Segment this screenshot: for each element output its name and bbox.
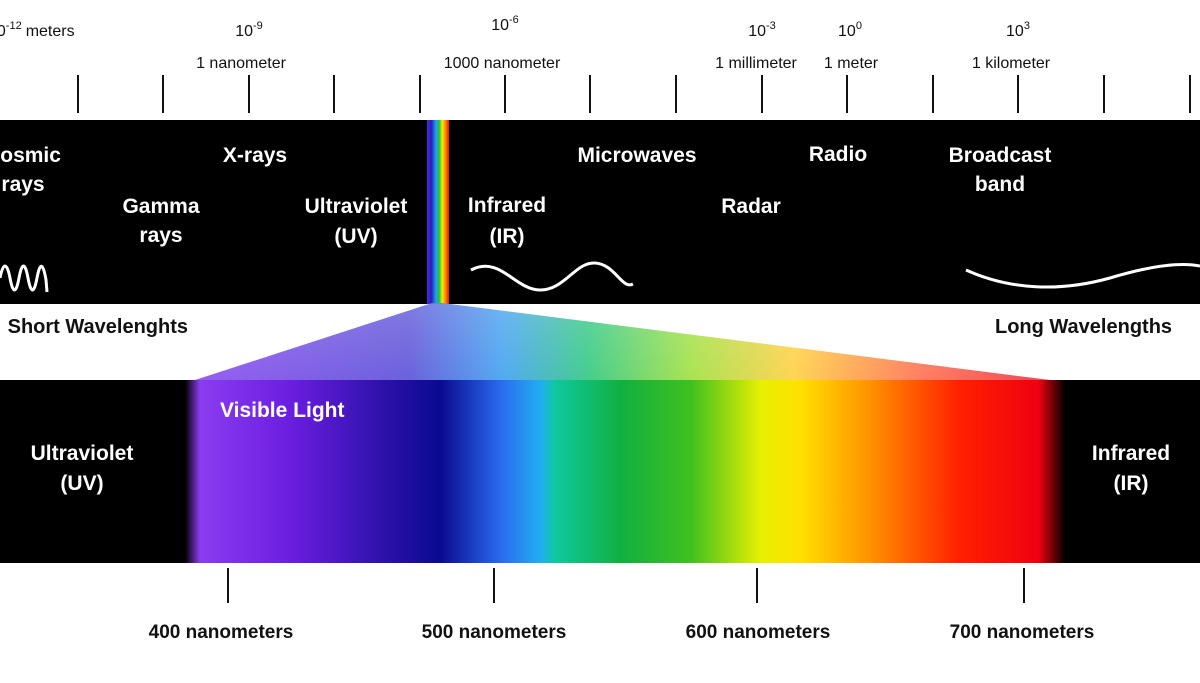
visible-strip [427,120,449,304]
label-line: Infrared [468,194,546,217]
power-base: 10 [1006,23,1024,40]
power-label: 10-3 [748,20,776,40]
power-base: 10 [0,23,6,40]
band-label: Radar [721,195,781,218]
label-line: band [975,173,1025,196]
power-exp: 0 [856,20,862,32]
scale-name: 1 millimeter [715,55,797,72]
short-caption: Short Wavelenghts [8,316,188,338]
power-base: 10 [491,17,509,34]
power-base: 10 [838,23,856,40]
band-label: Radio [809,143,867,166]
fan-shade [195,303,1050,380]
label-line: Gamma [122,195,199,218]
power-base: 10 [748,23,766,40]
scale-name: 1 kilometer [972,55,1051,72]
power-exp: -9 [253,20,263,32]
band-label: Infrared (IR) [468,194,546,248]
nm-label: 600 nanometers [686,622,831,643]
visible-gradient [185,380,1065,563]
nm-label: 500 nanometers [422,622,567,643]
label-line: rays [139,224,182,247]
power-base: 10 [235,23,253,40]
power-exp: -6 [509,14,519,26]
band-label: Broadcast band [949,144,1052,196]
band-label: X-rays [223,144,287,167]
label-line: (UV) [60,472,103,495]
left-label: Ultraviolet (UV) [31,442,134,495]
label-line: Ultraviolet [31,442,134,465]
power-label: 103 [1006,20,1030,40]
power-label: 10-9 [235,20,263,40]
power-exp: 3 [1024,20,1030,32]
power-exp: -12 [6,20,22,32]
label-line: (IR) [1114,472,1149,495]
band-label: Ultraviolet (UV) [305,195,408,248]
band-label: Gamma rays [122,195,199,247]
nm-label: 400 nanometers [149,622,294,643]
medium-wave [470,261,634,292]
power-label: 100 [838,20,862,40]
scale-name: 1 nanometer [196,55,287,72]
band-label: Cosmic rays [0,144,61,196]
right-label: Infrared (IR) [1092,442,1170,495]
scale-name: 1000 nanometer [444,55,561,72]
band-label: Microwaves [577,144,696,167]
label-line: Broadcast [949,144,1052,167]
power-exp: -3 [766,20,776,32]
visible-title: Visible Light [220,399,344,422]
long-caption: Long Wavelengths [995,316,1172,338]
nm-label: 700 nanometers [950,622,1095,643]
long-wave [965,263,1200,289]
scale-label: 10-12 meters [0,20,75,40]
label-line: Cosmic [0,144,61,167]
short-wave [0,264,49,293]
label-line: (UV) [334,225,377,248]
unit: meters [26,23,75,40]
label-line: (IR) [490,225,525,248]
power-label: 10-6 [491,14,519,34]
scale-ticks [77,75,1191,113]
label-line: Infrared [1092,442,1170,465]
spectrum-band [0,120,1200,304]
scale-name: 1 meter [824,55,879,72]
label-line: Ultraviolet [305,195,408,218]
label-line: rays [1,173,44,196]
